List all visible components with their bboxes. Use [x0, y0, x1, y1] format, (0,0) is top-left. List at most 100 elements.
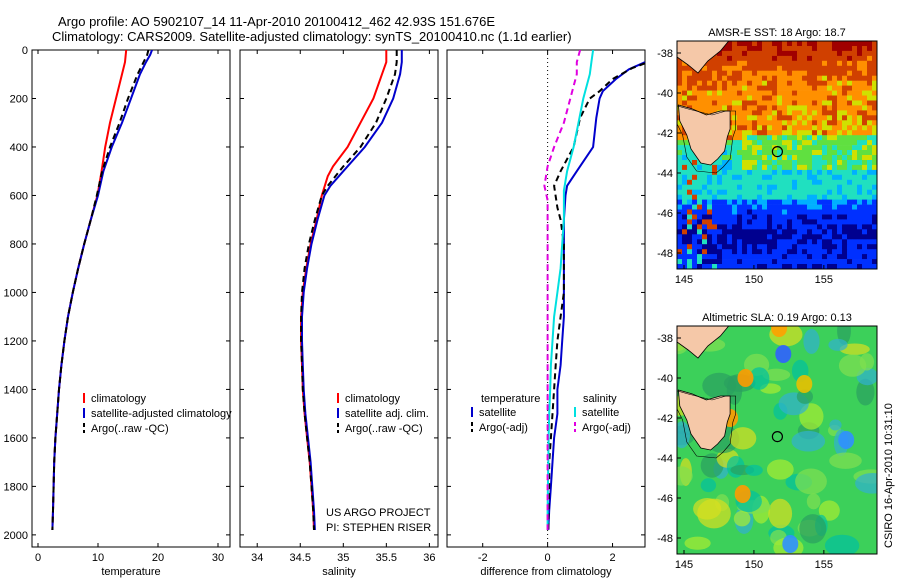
sst-cell: [797, 145, 803, 151]
sst-cell: [782, 174, 788, 181]
sst-cell: [817, 164, 823, 171]
sst-cell: [817, 155, 823, 161]
sst-cell: [852, 164, 858, 171]
sst-cell: [857, 160, 863, 166]
sst-cell: [747, 41, 753, 47]
sst-cell: [737, 259, 743, 265]
sst-cell: [757, 264, 763, 269]
sst-cell: [737, 174, 743, 181]
sst-cell: [772, 254, 778, 260]
sst-cell: [797, 70, 803, 76]
sst-cell: [842, 219, 848, 225]
sst-cell: [687, 164, 693, 171]
sst-cell: [752, 199, 758, 205]
sst-cell: [747, 110, 753, 116]
sst-cell: [707, 75, 713, 81]
sst-cell: [862, 239, 868, 245]
sst-cell: [727, 169, 733, 176]
sst-cell: [742, 41, 748, 47]
sst-cell: [737, 125, 743, 131]
sst-cell: [687, 189, 693, 195]
sst-cell: [752, 140, 758, 146]
sst-cell: [782, 214, 788, 220]
sst-cell: [677, 80, 683, 86]
sla-blob: [828, 338, 848, 351]
sst-cell: [862, 155, 868, 161]
sst-cell: [832, 130, 838, 136]
sst-cell: [872, 229, 877, 235]
sst-cell: [777, 194, 783, 200]
sst-cell: [842, 234, 848, 240]
sst-cell: [832, 150, 838, 156]
sst-cell: [807, 150, 813, 156]
sst-cell: [807, 214, 813, 220]
sst-cell: [777, 244, 783, 250]
sst-cell: [707, 100, 713, 106]
sst-cell: [782, 65, 788, 72]
sst-cell: [717, 105, 723, 111]
sst-cell: [767, 145, 773, 151]
sst-cell: [797, 135, 803, 141]
sst-cell: [857, 214, 863, 220]
sst-cell: [732, 264, 738, 269]
sst-cell: [712, 209, 718, 215]
sst-cell: [832, 105, 838, 111]
sst-cell: [862, 85, 868, 91]
sst-cell: [712, 259, 718, 265]
sst-cell: [867, 135, 873, 141]
sst-cell: [867, 179, 873, 186]
sst-cell: [782, 80, 788, 86]
sst-cell: [862, 179, 868, 186]
sst-cell: [727, 239, 733, 245]
sst-cell: [727, 164, 733, 171]
sst-cell: [852, 80, 858, 86]
sla-blob: [693, 498, 722, 520]
sst-cell: [852, 135, 858, 141]
sst-cell: [747, 140, 753, 146]
sst-cell: [797, 150, 803, 156]
sst-cell: [757, 75, 763, 81]
sst-cell: [852, 244, 858, 250]
sst-cell: [802, 65, 808, 72]
sst-cell: [837, 90, 843, 96]
sst-cell: [742, 155, 748, 161]
sst-cell: [837, 135, 843, 141]
sst-cell: [817, 55, 823, 62]
x-tick-label: 35: [337, 552, 349, 564]
sst-cell: [802, 70, 808, 76]
sst-cell: [872, 184, 877, 190]
sst-cell: [702, 209, 708, 215]
isobath-line: [677, 390, 737, 459]
sst-cell: [857, 194, 863, 200]
sst-cell: [797, 224, 803, 230]
sst-cell: [822, 50, 828, 57]
map-y-tick-label: -38: [657, 333, 673, 345]
sst-cell: [807, 254, 813, 260]
sst-cell: [752, 209, 758, 215]
sst-cell: [807, 229, 813, 235]
sst-cell: [812, 125, 818, 131]
sst-cell: [857, 249, 863, 255]
sst-cell: [687, 264, 693, 269]
sst-cell: [762, 95, 768, 101]
sst-cell: [797, 209, 803, 215]
sst-cell: [827, 130, 833, 136]
sst-cell: [857, 169, 863, 176]
sst-cell: [812, 194, 818, 200]
sst-cell: [687, 229, 693, 235]
sst-cell: [772, 199, 778, 205]
sst-cell: [802, 155, 808, 161]
sst-cell: [762, 65, 768, 72]
sst-cell: [737, 155, 743, 161]
sst-cell: [752, 194, 758, 200]
sst-cell: [837, 259, 843, 265]
sst-cell: [742, 209, 748, 215]
plot-frame: [446, 49, 646, 548]
sst-cell: [822, 209, 828, 215]
y-tick-label: 800: [10, 239, 28, 251]
sst-cell: [847, 135, 853, 141]
sst-cell: [757, 46, 763, 52]
sst-cell: [742, 244, 748, 250]
sst-cell: [857, 229, 863, 235]
sst-cell: [747, 75, 753, 81]
